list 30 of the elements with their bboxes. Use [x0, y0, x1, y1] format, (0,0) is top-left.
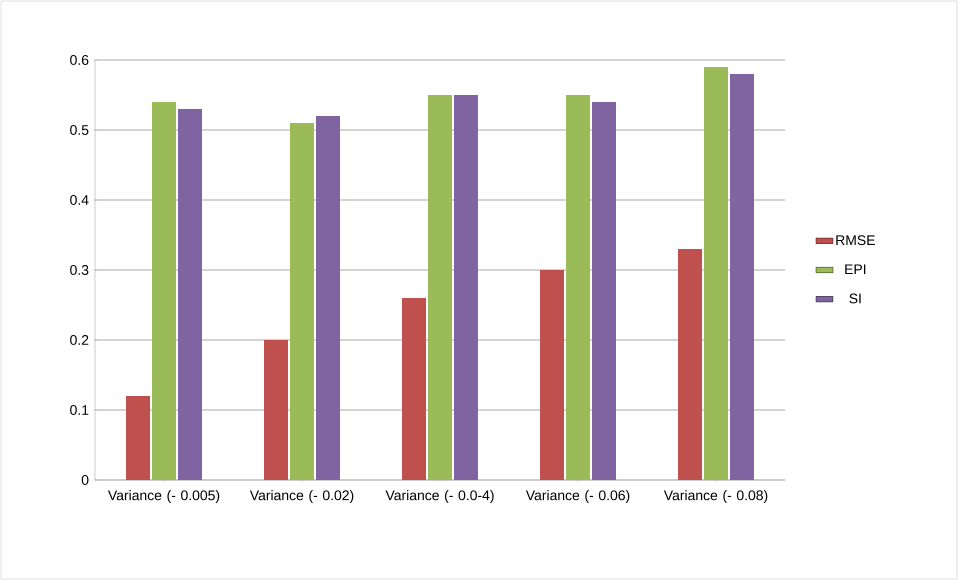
x-tick-label: Variance (- 0.08)	[664, 490, 768, 504]
y-tick-label: 0.2	[70, 335, 88, 345]
bar	[126, 396, 150, 480]
bar	[704, 66, 728, 480]
y-tick-label: 0.1	[70, 405, 88, 415]
x-tick-label: Variance (- 0.0-4)	[386, 490, 494, 504]
y-tick-label: 0.6	[70, 55, 88, 65]
x-tick-label: Variance (- 0.06)	[526, 490, 630, 504]
legend-label: EPI	[845, 264, 866, 274]
y-tick-label: 0.5	[70, 125, 88, 135]
bar	[290, 122, 314, 480]
bar	[592, 102, 616, 480]
x-tick-label: Variance (- 0.02)	[250, 490, 354, 504]
bar	[566, 94, 590, 480]
bar	[454, 94, 478, 480]
bar	[152, 102, 176, 480]
bar	[428, 94, 452, 480]
bar	[402, 298, 426, 480]
bar	[730, 74, 754, 480]
y-tick-label: 0.3	[70, 265, 88, 275]
bar	[264, 340, 288, 480]
y-tick-label: 0	[82, 475, 88, 485]
y-tick-label: 0.4	[70, 195, 89, 205]
x-tick-label: Variance (- 0.005)	[108, 490, 220, 504]
bar	[540, 270, 564, 480]
legend-label: RMSE	[836, 235, 875, 246]
bar	[178, 108, 202, 480]
legend-label: SI	[849, 294, 861, 304]
bar	[316, 116, 340, 480]
bar	[678, 248, 702, 480]
